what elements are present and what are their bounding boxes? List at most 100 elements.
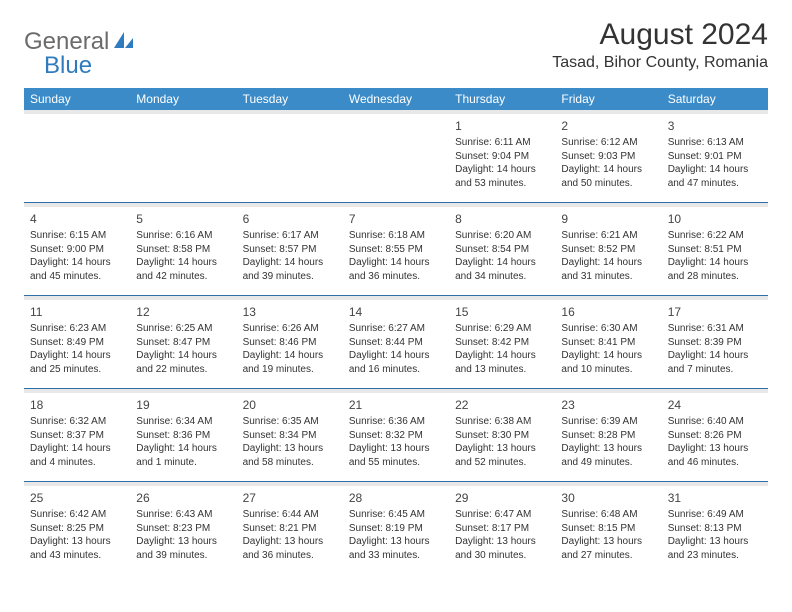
sunset-line: Sunset: 8:51 PM [668,243,762,257]
day-cell: 5Sunrise: 6:16 AMSunset: 8:58 PMDaylight… [130,207,236,296]
day-cell: 21Sunrise: 6:36 AMSunset: 8:32 PMDayligh… [343,393,449,482]
sunset-line: Sunset: 8:28 PM [561,429,655,443]
day-number: 31 [668,490,762,506]
daylight-line: Daylight: 13 hours and 39 minutes. [136,535,230,562]
day-number: 3 [668,118,762,134]
sunset-line: Sunset: 8:52 PM [561,243,655,257]
day-cell [24,114,130,203]
sunrise-line: Sunrise: 6:15 AM [30,229,124,243]
day-cell: 31Sunrise: 6:49 AMSunset: 8:13 PMDayligh… [662,486,768,574]
sunrise-line: Sunrise: 6:21 AM [561,229,655,243]
sunrise-line: Sunrise: 6:48 AM [561,508,655,522]
sunrise-line: Sunrise: 6:44 AM [243,508,337,522]
sunrise-line: Sunrise: 6:13 AM [668,136,762,150]
sunrise-line: Sunrise: 6:32 AM [30,415,124,429]
daylight-line: Daylight: 13 hours and 36 minutes. [243,535,337,562]
day-cell: 14Sunrise: 6:27 AMSunset: 8:44 PMDayligh… [343,300,449,389]
sunset-line: Sunset: 8:41 PM [561,336,655,350]
day-header: Wednesday [343,88,449,110]
week-row: 18Sunrise: 6:32 AMSunset: 8:37 PMDayligh… [24,393,768,482]
sunrise-line: Sunrise: 6:35 AM [243,415,337,429]
sunrise-line: Sunrise: 6:40 AM [668,415,762,429]
day-number: 22 [455,397,549,413]
sunset-line: Sunset: 8:58 PM [136,243,230,257]
day-number: 2 [561,118,655,134]
day-number: 7 [349,211,443,227]
week-row: 25Sunrise: 6:42 AMSunset: 8:25 PMDayligh… [24,486,768,574]
sunrise-line: Sunrise: 6:34 AM [136,415,230,429]
sunrise-line: Sunrise: 6:26 AM [243,322,337,336]
sunrise-line: Sunrise: 6:20 AM [455,229,549,243]
day-cell: 28Sunrise: 6:45 AMSunset: 8:19 PMDayligh… [343,486,449,574]
sunset-line: Sunset: 8:49 PM [30,336,124,350]
daylight-line: Daylight: 14 hours and 45 minutes. [30,256,124,283]
daylight-line: Daylight: 14 hours and 22 minutes. [136,349,230,376]
day-number: 19 [136,397,230,413]
sunset-line: Sunset: 8:32 PM [349,429,443,443]
day-number: 11 [30,304,124,320]
day-number: 12 [136,304,230,320]
daylight-line: Daylight: 13 hours and 46 minutes. [668,442,762,469]
day-cell: 30Sunrise: 6:48 AMSunset: 8:15 PMDayligh… [555,486,661,574]
day-cell: 24Sunrise: 6:40 AMSunset: 8:26 PMDayligh… [662,393,768,482]
daylight-line: Daylight: 14 hours and 19 minutes. [243,349,337,376]
daylight-line: Daylight: 14 hours and 4 minutes. [30,442,124,469]
sunset-line: Sunset: 8:36 PM [136,429,230,443]
day-cell: 19 Sunrise: 6:34 AMSunset: 8:36 PMDayligh… [130,393,236,482]
sunrise-line: Sunrise: 6:29 AM [455,322,549,336]
sunset-line: Sunset: 8:17 PM [455,522,549,536]
sunset-line: Sunset: 8:30 PM [455,429,549,443]
daylight-line: Daylight: 13 hours and 58 minutes. [243,442,337,469]
sunrise-line: Sunrise: 6:12 AM [561,136,655,150]
daylight-line: Daylight: 13 hours and 27 minutes. [561,535,655,562]
day-number: 28 [349,490,443,506]
location: Tasad, Bihor County, Romania [552,54,768,72]
sunrise-line: Sunrise: 6:42 AM [30,508,124,522]
daylight-line: Daylight: 14 hours and 13 minutes. [455,349,549,376]
day-cell: 4Sunrise: 6:15 AMSunset: 9:00 PMDaylight… [24,207,130,296]
day-number: 9 [561,211,655,227]
day-number: 16 [561,304,655,320]
sunrise-line: Sunrise: 6:30 AM [561,322,655,336]
month-title: August 2024 [552,18,768,52]
sunset-line: Sunset: 9:00 PM [30,243,124,257]
sunset-line: Sunset: 8:42 PM [455,336,549,350]
sunset-line: Sunset: 8:13 PM [668,522,762,536]
sunrise-line: Sunrise: 6:11 AM [455,136,549,150]
day-cell: 17Sunrise: 6:31 AMSunset: 8:39 PMDayligh… [662,300,768,389]
day-number: 30 [561,490,655,506]
sunrise-line: Sunrise: 6:39 AM [561,415,655,429]
day-number: 14 [349,304,443,320]
sunset-line: Sunset: 8:44 PM [349,336,443,350]
sunset-line: Sunset: 8:34 PM [243,429,337,443]
daylight-line: Daylight: 14 hours and 1 minute. [136,442,230,469]
day-cell: 13Sunrise: 6:26 AMSunset: 8:46 PMDayligh… [237,300,343,389]
day-cell: 16Sunrise: 6:30 AMSunset: 8:41 PMDayligh… [555,300,661,389]
sunset-line: Sunset: 8:57 PM [243,243,337,257]
sunrise-line: Sunrise: 6:23 AM [30,322,124,336]
day-cell: 8Sunrise: 6:20 AMSunset: 8:54 PMDaylight… [449,207,555,296]
title-block: August 2024 Tasad, Bihor County, Romania [552,18,768,72]
sunset-line: Sunset: 8:25 PM [30,522,124,536]
day-number: 23 [561,397,655,413]
day-number: 18 [30,397,124,413]
sunrise-line: Sunrise: 6:25 AM [136,322,230,336]
day-cell: 27Sunrise: 6:44 AMSunset: 8:21 PMDayligh… [237,486,343,574]
day-cell: 12Sunrise: 6:25 AMSunset: 8:47 PMDayligh… [130,300,236,389]
daylight-line: Daylight: 14 hours and 36 minutes. [349,256,443,283]
day-number: 29 [455,490,549,506]
sunset-line: Sunset: 9:01 PM [668,150,762,164]
sunrise-line: Sunrise: 6:38 AM [455,415,549,429]
day-number: 17 [668,304,762,320]
day-cell: 15Sunrise: 6:29 AMSunset: 8:42 PMDayligh… [449,300,555,389]
daylight-line: Daylight: 14 hours and 50 minutes. [561,163,655,190]
daylight-line: Daylight: 14 hours and 16 minutes. [349,349,443,376]
daylight-line: Daylight: 13 hours and 23 minutes. [668,535,762,562]
day-cell: 10Sunrise: 6:22 AMSunset: 8:51 PMDayligh… [662,207,768,296]
day-number: 10 [668,211,762,227]
daylight-line: Daylight: 14 hours and 25 minutes. [30,349,124,376]
daylight-line: Daylight: 14 hours and 31 minutes. [561,256,655,283]
sunset-line: Sunset: 8:19 PM [349,522,443,536]
logo-text-blue: Blue [44,52,92,80]
week-row: 4Sunrise: 6:15 AMSunset: 9:00 PMDaylight… [24,207,768,296]
